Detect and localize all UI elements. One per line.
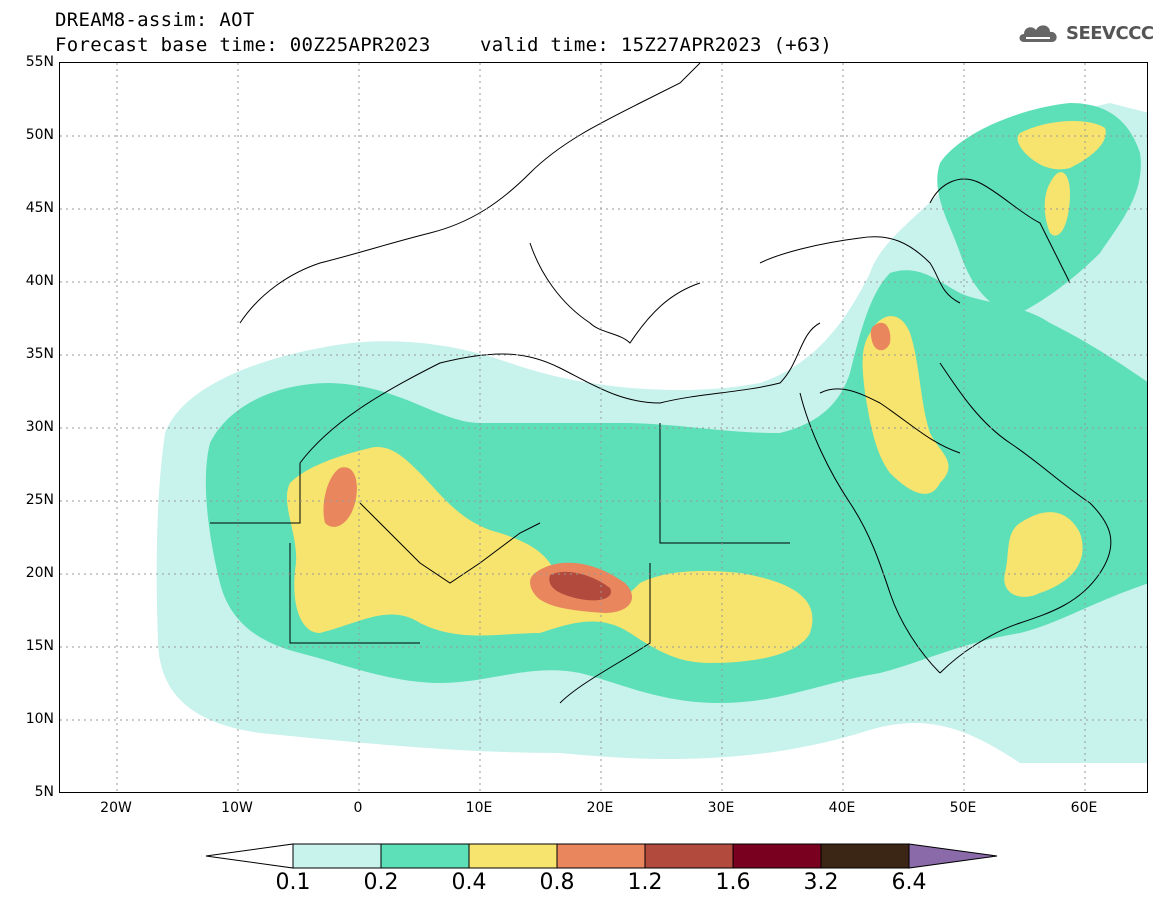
aot-map [59, 62, 1148, 793]
lat-label: 35N [25, 346, 54, 362]
lon-label: 20W [100, 800, 132, 816]
colorbar-segment [556, 843, 646, 869]
colorbar-segment [292, 843, 382, 869]
chart-title: DREAM8-assim: AOT [55, 9, 255, 31]
colorbar-tick-label: 6.4 [891, 870, 927, 895]
lon-label: 30E [707, 800, 735, 816]
aot-band-1.2 [549, 571, 611, 601]
colorbar-tick-label: 0.1 [275, 870, 311, 895]
lon-label: 60E [1070, 800, 1098, 816]
lat-label: 50N [25, 127, 54, 143]
seevccc-logo: SEEVCCC [1016, 20, 1154, 46]
lon-label: 10W [221, 800, 253, 816]
colorbar-segment [732, 843, 822, 869]
lon-label: 50E [949, 800, 977, 816]
lat-label: 15N [25, 638, 54, 654]
lat-label: 25N [25, 492, 54, 508]
colorbar-tick-label: 3.2 [803, 870, 839, 895]
logo-text: SEEVCCC [1066, 22, 1154, 44]
lon-label: 40E [828, 800, 856, 816]
colorbar-left-arrow [205, 843, 294, 869]
lat-label: 20N [25, 565, 54, 581]
cloud-icon [1019, 25, 1057, 42]
colorbar-tick-label: 0.8 [539, 870, 575, 895]
colorbar-tick-label: 0.2 [363, 870, 399, 895]
colorbar-segment [820, 843, 910, 869]
aot-band-0.4 [286, 121, 1106, 663]
colorbar-right-arrow [908, 843, 998, 869]
grid-lines [60, 63, 1147, 792]
lat-label: 10N [25, 711, 54, 727]
colorbar-segment [644, 843, 734, 869]
lat-label: 45N [25, 200, 54, 216]
colorbar-segment [468, 843, 558, 869]
colorbar-tick-label: 1.2 [627, 870, 663, 895]
lat-label: 40N [25, 273, 54, 289]
lat-label: 5N [34, 784, 54, 800]
colorbar [205, 843, 998, 869]
colorbar-tick-label: 0.4 [451, 870, 487, 895]
lon-label: 20E [586, 800, 614, 816]
coastlines [210, 63, 1112, 704]
colorbar-segment [380, 843, 470, 869]
lat-label: 55N [25, 54, 54, 70]
map-canvas [60, 63, 1147, 792]
forecast-base-time: Forecast base time: 00Z25APR2023 [55, 34, 431, 56]
valid-time: valid time: 15Z27APR2023 (+63) [480, 34, 833, 56]
colorbar-tick-label: 1.6 [715, 870, 751, 895]
lon-label: 0 [353, 800, 363, 816]
lon-label: 10E [465, 800, 493, 816]
lat-label: 30N [25, 419, 54, 435]
